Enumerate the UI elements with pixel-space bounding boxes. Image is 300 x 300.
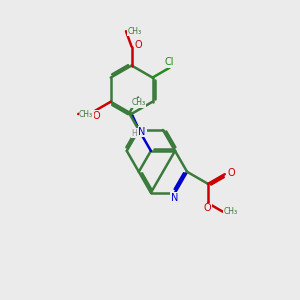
Text: CH₃: CH₃: [131, 98, 145, 107]
Text: N: N: [171, 193, 178, 203]
Text: O: O: [204, 203, 211, 214]
Text: O: O: [92, 111, 100, 121]
Text: Cl: Cl: [165, 57, 174, 68]
Text: O: O: [227, 168, 235, 178]
Text: N: N: [138, 127, 146, 136]
Text: CH₃: CH₃: [127, 27, 141, 36]
Text: CH₃: CH₃: [79, 110, 93, 118]
Text: H: H: [131, 128, 137, 137]
Text: O: O: [134, 40, 142, 50]
Text: CH₃: CH₃: [224, 207, 238, 216]
